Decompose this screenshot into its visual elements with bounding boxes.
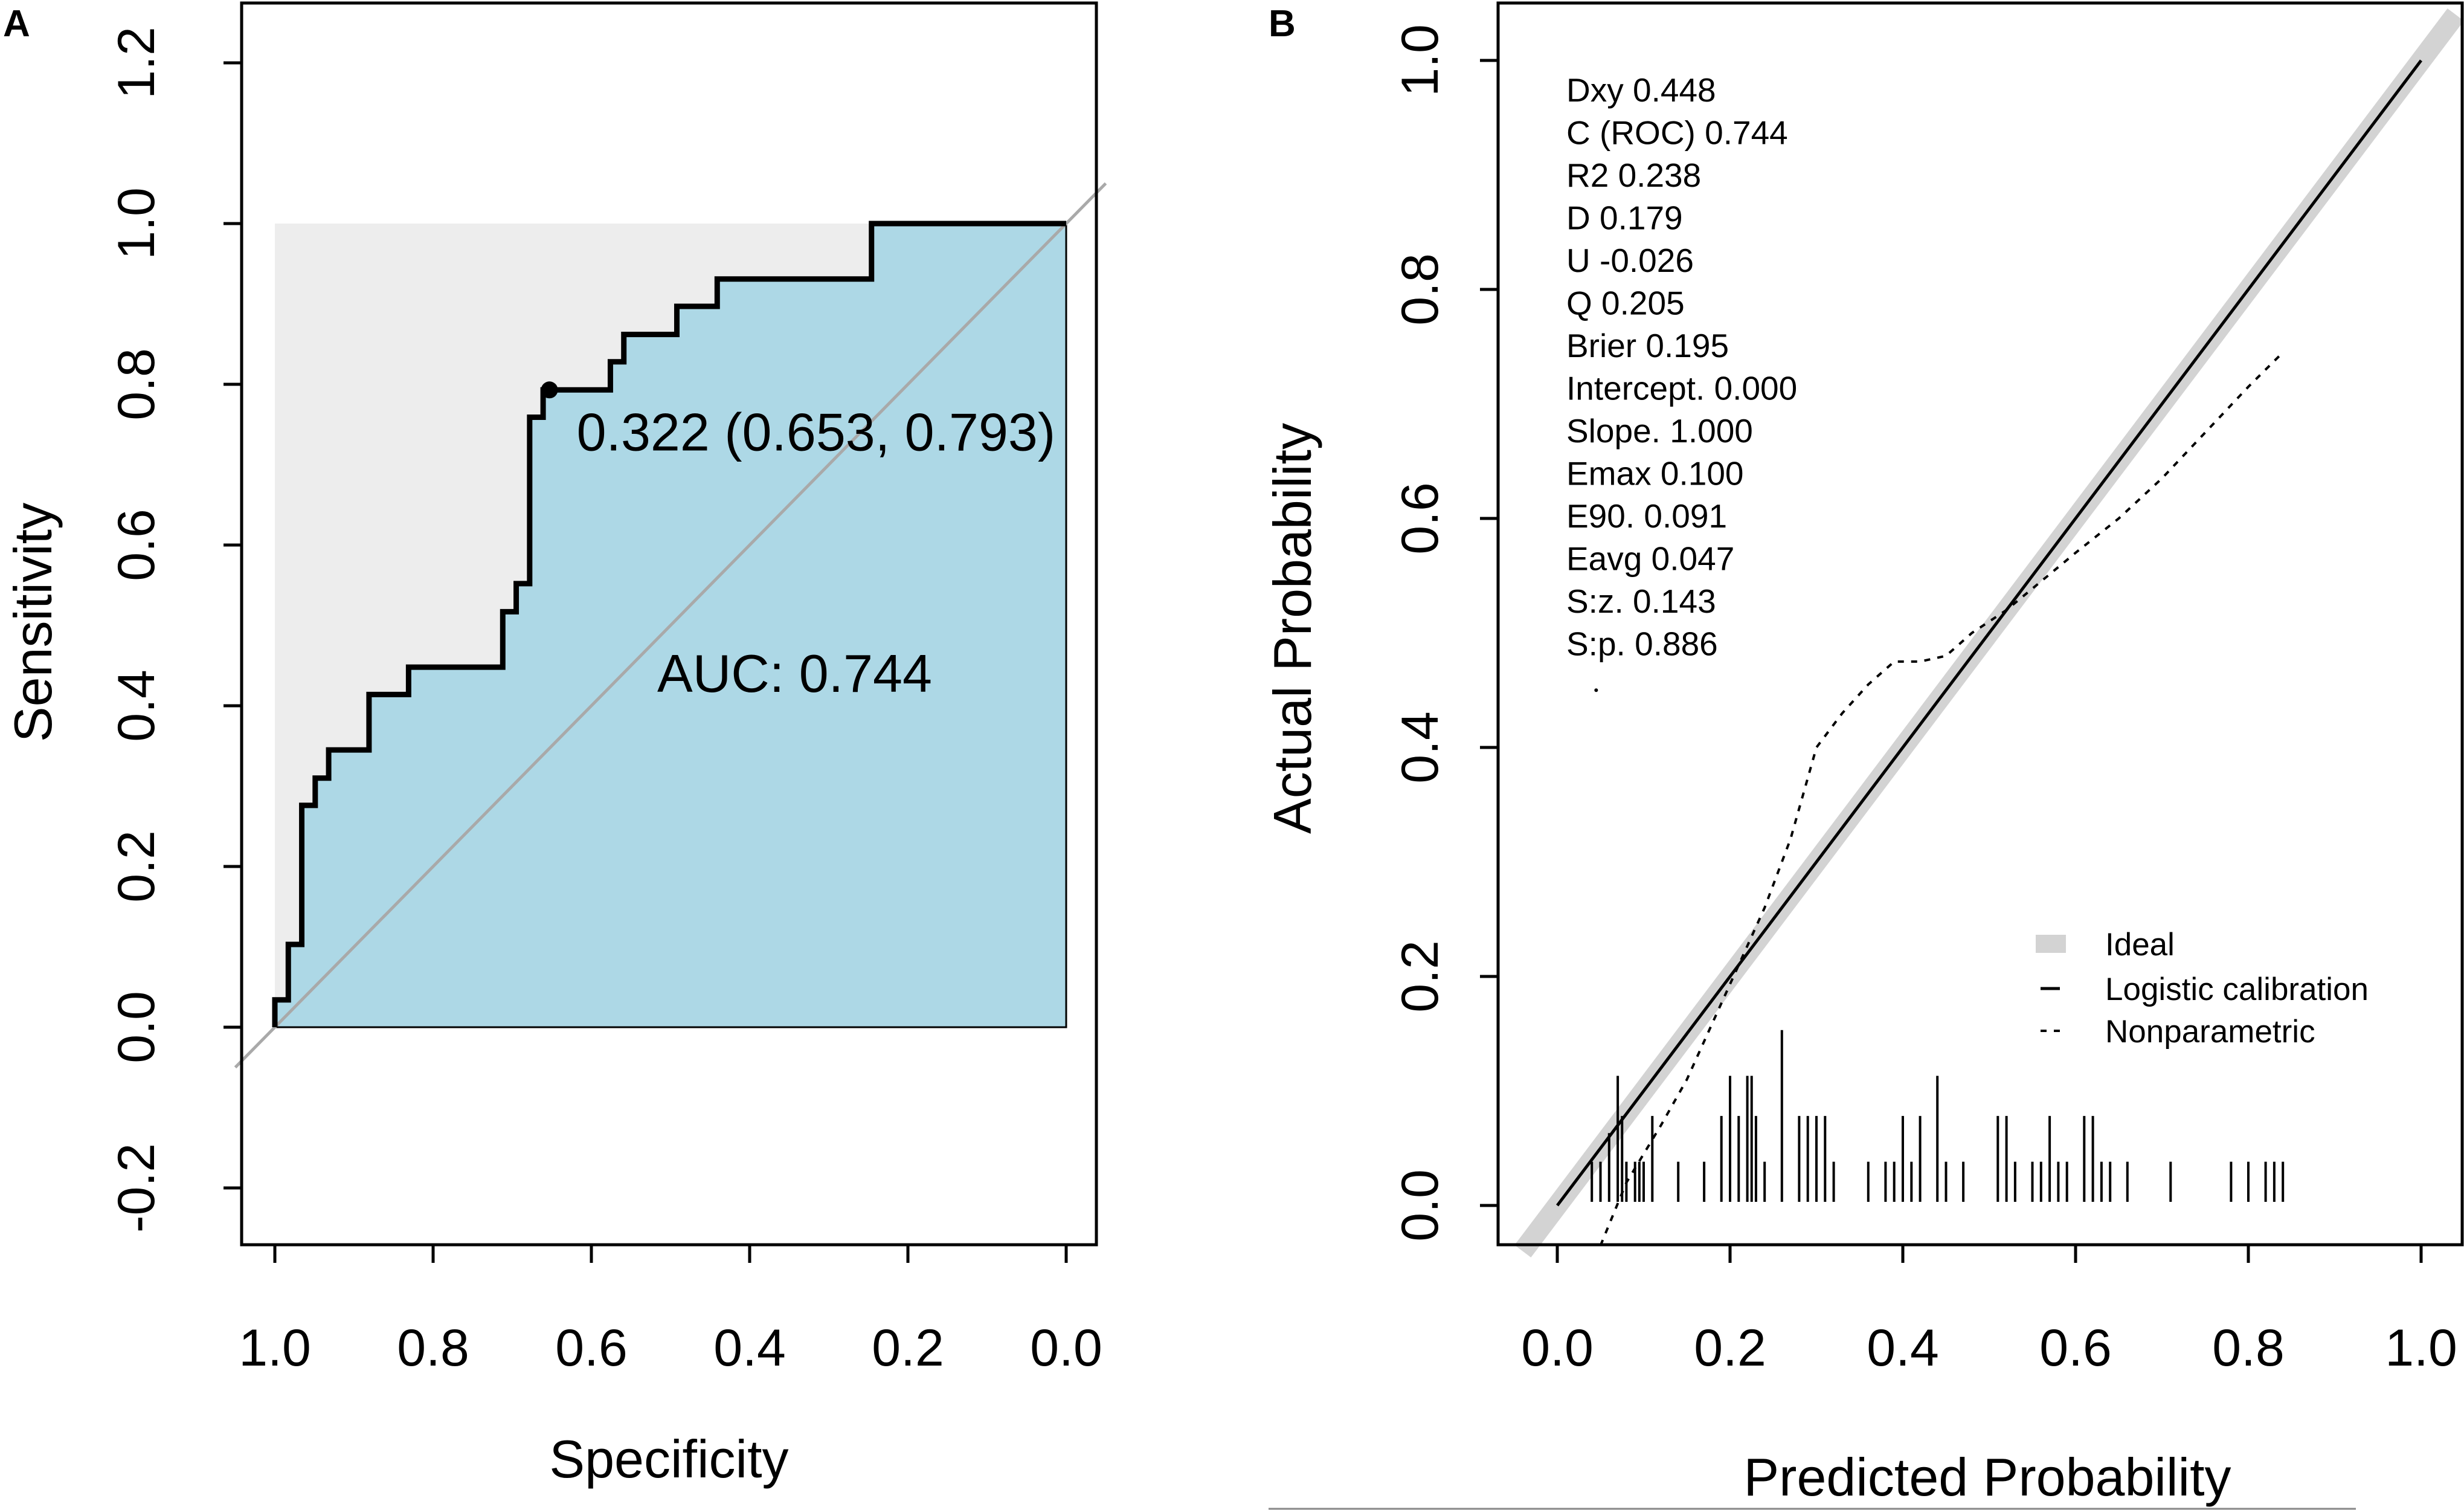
logistic-calibration-line [1556, 59, 2422, 1207]
x-tick-label: 0.8 [397, 1319, 469, 1377]
x-axis-title: Predicted Probability [1743, 1447, 2231, 1507]
y-tick-label: 0.6 [1391, 482, 1449, 555]
stat-line: U -0.026 [1566, 242, 1694, 279]
x-tick-label: 0.0 [1521, 1319, 1594, 1377]
panel-a-roc-chart: A 0.322 (0.653, 0.793) AUC: 0.744 1.0 0.8… [3, 1, 1107, 1489]
stat-line: E90. 0.091 [1566, 497, 1727, 535]
y-axis-title: Actual Probability [1263, 423, 1322, 834]
x-axis: 1.0 0.8 0.6 0.4 0.2 0.0 [239, 1243, 1102, 1377]
panel-a-label: A [3, 3, 30, 45]
auc-label: AUC: 0.744 [657, 644, 932, 703]
legend-label: Logistic calibration [2105, 972, 2369, 1007]
y-axis: 0.0 0.2 0.4 0.6 0.8 1.0 [1391, 24, 1500, 1242]
x-tick-label: 0.8 [2212, 1319, 2285, 1377]
stat-line: Slope. 1.000 [1566, 412, 1753, 450]
optimal-threshold-point [541, 381, 558, 399]
stat-line: C (ROC) 0.744 [1566, 114, 1788, 152]
y-tick-label: 1.0 [108, 187, 166, 260]
y-tick-label: -0.2 [108, 1143, 166, 1233]
x-tick-label: 0.4 [713, 1319, 786, 1377]
x-axis-title: Specificity [549, 1429, 788, 1489]
stat-line: S:p. 0.886 [1566, 625, 1718, 663]
calibration-stats: Dxy 0.448 C (ROC) 0.744 R2 0.238 D 0.179 U -… [1566, 71, 1797, 663]
y-axis-title: Sensitivity [3, 503, 63, 742]
roc-reference-diagonal [234, 182, 1107, 1069]
roc-curve [272, 221, 1066, 1027]
stat-line: Emax 0.100 [1566, 455, 1744, 492]
y-tick-label: 1.2 [108, 27, 166, 99]
x-tick-label: 0.2 [872, 1319, 944, 1377]
y-tick-label: 0.6 [108, 509, 166, 581]
x-tick-label: 1.0 [2385, 1319, 2457, 1377]
calibration-series [1514, 8, 2464, 1258]
stat-line: Brier 0.195 [1566, 327, 1729, 364]
y-tick-label: 0.4 [1391, 711, 1449, 784]
stat-line: R2 0.238 [1566, 156, 1701, 194]
y-tick-label: 0.0 [1391, 1169, 1449, 1242]
stat-line: S:z. 0.143 [1566, 582, 1716, 620]
stat-line: Q 0.205 [1566, 285, 1685, 322]
y-axis: -0.2 0.0 0.2 0.4 0.6 0.8 1.0 1.2 [108, 27, 242, 1233]
y-tick-label: 0.8 [108, 348, 166, 421]
legend-label: Nonparametric [2105, 1014, 2315, 1050]
stat-line: D 0.179 [1566, 199, 1683, 237]
x-tick-label: 0.4 [1867, 1319, 1939, 1377]
threshold-label: 0.322 (0.653, 0.793) [577, 402, 1056, 462]
stat-line: Intercept. 0.000 [1566, 370, 1797, 407]
nonparametric-curve [1599, 351, 2284, 1247]
x-tick-label: 0.0 [1030, 1319, 1102, 1377]
stray-point [1594, 688, 1598, 692]
prediction-rug [1591, 1030, 2285, 1202]
legend-label: Ideal [2105, 927, 2175, 963]
panel-b-label: B [1269, 3, 1296, 45]
stat-line: Dxy 0.448 [1566, 71, 1716, 109]
x-tick-label: 0.6 [555, 1319, 628, 1377]
x-tick-label: 1.0 [239, 1319, 311, 1377]
y-tick-label: 0.4 [108, 669, 166, 742]
panel-b-calibration-chart: B Dxy 0.448 C (ROC) 0.744 R2 0.238 D 0.179 U… [1263, 1, 2464, 1510]
x-axis: 0.0 0.2 0.4 0.6 0.8 1.0 [1521, 1243, 2457, 1377]
stat-line: Eavg 0.047 [1566, 540, 1734, 578]
x-tick-label: 0.6 [2039, 1319, 2112, 1377]
y-tick-label: 0.0 [108, 991, 166, 1063]
y-tick-label: 0.2 [1391, 940, 1449, 1013]
y-tick-label: 0.2 [108, 830, 166, 903]
y-tick-label: 1.0 [1391, 24, 1449, 97]
legend: Ideal Logistic calibration Nonparametric [2036, 927, 2369, 1050]
y-tick-label: 0.8 [1391, 253, 1449, 326]
x-tick-label: 0.2 [1694, 1319, 1766, 1377]
